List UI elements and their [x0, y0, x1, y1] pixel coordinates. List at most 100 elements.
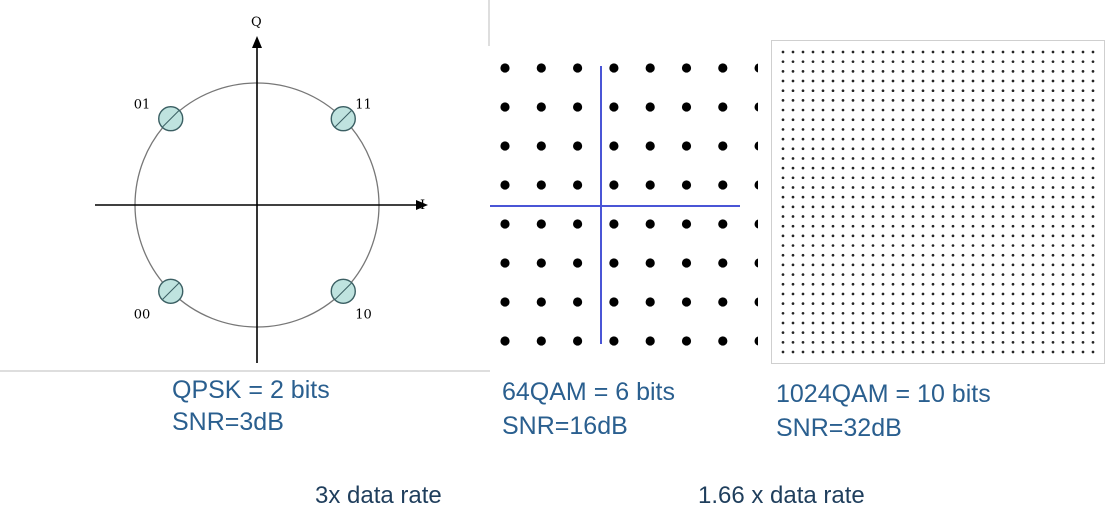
- qam1024-point: [791, 331, 795, 334]
- qam1024-point: [931, 50, 935, 54]
- qam1024-point: [901, 321, 905, 325]
- qam1024-point: [1081, 99, 1085, 102]
- qam1024-point: [1021, 50, 1025, 54]
- qam1024-point: [941, 50, 945, 54]
- qam1024-point: [971, 224, 975, 228]
- qam1024-point: [951, 321, 955, 325]
- qam1024-point: [831, 79, 835, 83]
- qam1024-point: [861, 282, 865, 286]
- qam1024-point: [811, 137, 815, 141]
- qam1024-point: [1061, 166, 1065, 170]
- qam1024-point: [851, 99, 855, 102]
- qam1024-point: [981, 195, 985, 199]
- qam1024-point: [961, 282, 965, 286]
- qam1024-point: [1041, 147, 1045, 151]
- qam1024-point: [941, 263, 945, 267]
- qam64-point: [718, 180, 728, 190]
- qam1024-point: [1081, 157, 1085, 160]
- qam1024-point: [801, 215, 805, 218]
- qam1024-point: [841, 205, 845, 209]
- qam64-point: [754, 141, 764, 151]
- qam1024-point: [791, 176, 795, 180]
- qam1024-point: [951, 234, 955, 238]
- qam1024-point: [851, 118, 855, 122]
- qam1024-point: [811, 234, 815, 238]
- qam1024-point: [881, 253, 885, 257]
- qam1024-point: [921, 186, 925, 189]
- qam1024-point: [791, 50, 795, 54]
- qam1024-point: [1041, 176, 1045, 180]
- qam1024-point: [801, 292, 805, 296]
- qam1024-point: [1071, 263, 1075, 267]
- qam1024-point: [971, 350, 975, 354]
- qam1024-point: [991, 166, 995, 170]
- qam1024-point: [941, 205, 945, 209]
- qam1024-point: [1061, 224, 1065, 228]
- qam1024-point: [1031, 166, 1035, 170]
- qam1024-point: [941, 224, 945, 228]
- qam1024-point: [1071, 60, 1075, 64]
- qpsk-point-label-01: 01: [134, 98, 151, 113]
- qam1024-point: [1041, 137, 1045, 141]
- qam1024-point: [1081, 244, 1085, 247]
- qam1024-point: [961, 195, 965, 199]
- qam1024-point: [891, 292, 895, 296]
- qam1024-point: [831, 195, 835, 199]
- qam1024-point: [961, 157, 965, 160]
- qam1024-point: [921, 282, 925, 286]
- qam64-point: [754, 102, 764, 112]
- qam1024-point: [1061, 70, 1065, 73]
- qam1024-point: [841, 244, 845, 247]
- qam1024-point: [881, 244, 885, 247]
- qam1024-point: [1061, 99, 1065, 102]
- qam1024-point: [801, 234, 805, 238]
- qam1024-point: [1081, 50, 1085, 54]
- qam1024-point: [781, 234, 785, 238]
- qam1024-point: [1081, 215, 1085, 218]
- qam1024-point: [971, 263, 975, 267]
- qam1024-point: [1091, 108, 1095, 112]
- qam1024-point: [1021, 340, 1025, 344]
- qam1024-point: [1031, 350, 1035, 354]
- qam1024-point: [931, 118, 935, 122]
- qam1024-point: [891, 282, 895, 286]
- qpsk-point-slash-01: [162, 110, 180, 128]
- qam1024-point: [981, 244, 985, 247]
- qam1024-point: [1081, 89, 1085, 93]
- qam1024-point: [811, 166, 815, 170]
- qam1024-point: [1041, 253, 1045, 257]
- qam1024-point: [881, 292, 885, 296]
- qam1024-point: [931, 147, 935, 151]
- qam1024-point: [931, 195, 935, 199]
- qam1024-point: [981, 253, 985, 257]
- qpsk-point-slash-11: [334, 110, 352, 128]
- qam64-point: [573, 141, 583, 151]
- qam1024-point: [851, 147, 855, 151]
- qam1024-point: [991, 70, 995, 73]
- qam1024-point: [841, 311, 845, 315]
- qam1024-point: [971, 331, 975, 334]
- qam1024-point: [821, 350, 825, 354]
- qam1024-point: [901, 128, 905, 131]
- qam1024-point: [1081, 195, 1085, 199]
- qam1024-point: [1071, 234, 1075, 238]
- qam1024-point: [1081, 340, 1085, 344]
- qam64-point: [573, 180, 583, 190]
- qam1024-point: [1061, 205, 1065, 209]
- qam1024-point: [1091, 263, 1095, 267]
- qam1024-point: [1091, 118, 1095, 122]
- qam1024-point: [971, 302, 975, 305]
- qam1024-point: [981, 234, 985, 238]
- qam1024-point: [871, 263, 875, 267]
- qam1024-point: [1071, 118, 1075, 122]
- qam1024-point: [871, 292, 875, 296]
- qam1024-point: [881, 234, 885, 238]
- qam1024-point: [1091, 311, 1095, 315]
- qam1024-point: [921, 215, 925, 218]
- qam1024-point: [991, 176, 995, 180]
- qam1024-point: [961, 186, 965, 189]
- qam1024-point: [871, 118, 875, 122]
- qam1024-point: [1021, 302, 1025, 305]
- qam1024-point: [911, 331, 915, 334]
- data-rate-comparison-qpsk-to-64qam: 3x data rate: [315, 482, 442, 509]
